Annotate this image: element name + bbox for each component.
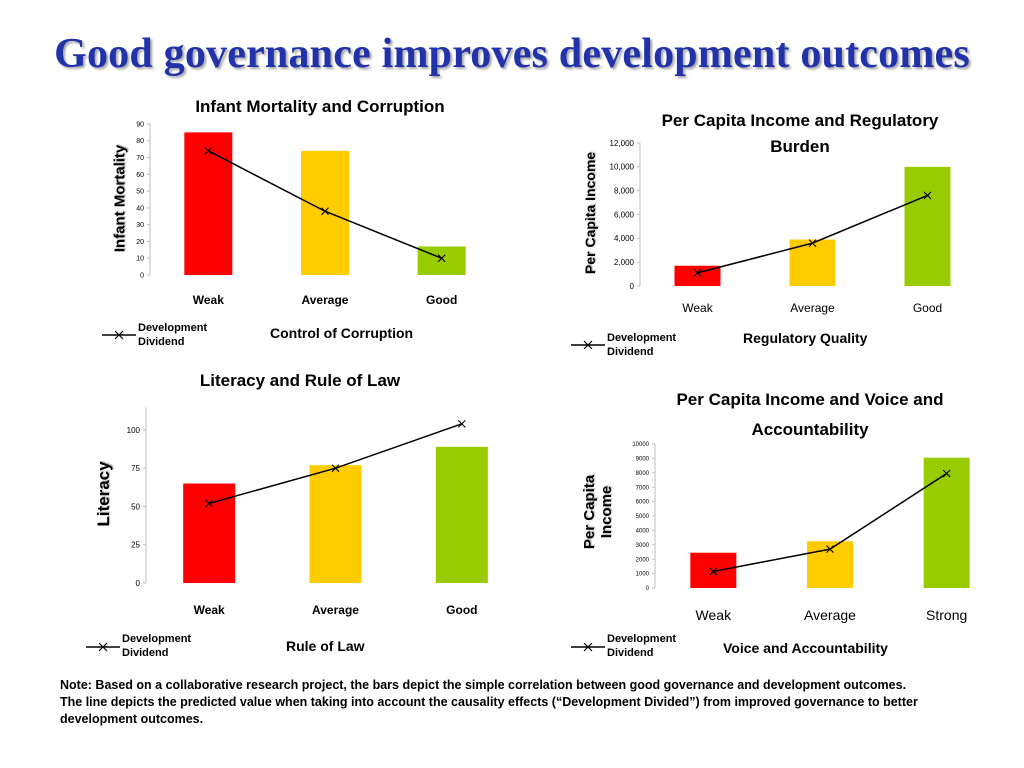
bar-strong [923,457,970,588]
x-axis-title: Regulatory Quality [743,330,868,346]
category-label: Weak [696,607,733,623]
category-label: Strong [926,607,967,623]
y-tick-label: 0 [630,282,635,291]
category-label: Weak [682,301,713,315]
legend-line-marker [86,642,120,652]
y-tick-label: 20 [136,239,144,246]
y-tick-label: 3000 [636,543,650,549]
y-tick-label: 4,000 [614,234,635,243]
bar-average [309,465,362,583]
y-tick-label: 100 [127,426,141,435]
y-tick-label: 0 [140,272,144,279]
dividend-line [697,194,928,274]
category-label: Weak [193,293,224,307]
y-tick-label: 6,000 [614,210,635,219]
bar-good [435,446,488,583]
category-label: Good [426,293,457,307]
legend-line-marker [571,340,605,350]
y-tick-label: 6000 [636,500,650,506]
dividend-point-marker [709,567,718,576]
y-axis-label: Per Capita Income [582,151,598,275]
legend-label: Development Dividend [122,633,192,659]
category-label: Good [913,301,942,315]
bar-good [904,166,951,286]
y-tick-label: 40 [136,205,144,212]
bar-weak [183,483,236,583]
page-title: Good governance improves development out… [54,31,970,77]
y-tick-label: 5000 [636,514,650,520]
y-tick-label: 10000 [632,442,649,448]
y-tick-label: 90 [136,121,144,128]
bar-average [301,150,349,275]
footnote: Note: Based on a collaborative research … [60,678,918,726]
category-label: Good [446,603,477,617]
bar-average [807,541,853,588]
bar-weak [184,132,233,275]
dividend-point-marker [808,239,817,247]
chart-title: Literacy and Rule of Law [199,371,401,390]
dividend-line [713,472,948,573]
y-tick-label: 70 [136,155,144,162]
y-tick-label: 1000 [636,572,650,578]
y-tick-label: 60 [136,172,144,179]
x-axis-title: Rule of Law [286,638,365,654]
dividend-point-marker [437,254,446,263]
bar-weak [674,265,721,286]
dividend-point-marker [204,146,213,155]
y-tick-label: 50 [136,189,144,196]
category-label: Weak [194,603,225,617]
dividend-point-marker [457,419,466,428]
y-tick-label: 7000 [636,485,650,491]
y-axis-label: Literacy [94,461,113,527]
y-tick-label: 4000 [636,529,650,535]
y-tick-label: 8000 [636,471,650,477]
dividend-point-marker [923,191,932,200]
chart-title: Per Capita Income and Voice and Accounta… [676,390,944,439]
bar-average [789,239,836,286]
y-tick-label: 0 [136,579,141,588]
chart-title: Per Capita Income and Regulatory Burden [661,111,939,156]
legend-label: Development Dividend [607,633,677,659]
category-label: Average [804,607,856,623]
x-axis-title: Voice and Accountability [723,640,888,656]
bar-good [417,246,466,275]
y-tick-label: 12,000 [610,139,635,148]
x-axis-title: Control of Corruption [270,325,414,341]
y-tick-label: 30 [136,222,144,229]
y-tick-label: 50 [131,502,140,511]
legend-label: Development Dividend [138,322,208,348]
dividend-point-marker [942,469,951,478]
y-tick-label: 10,000 [610,163,635,172]
chart-title: Infant Mortality and Corruption [195,97,445,116]
dividend-point-marker [321,207,329,216]
dividend-point-marker [205,499,214,508]
y-tick-label: 75 [131,464,140,473]
y-tick-label: 80 [136,138,144,145]
legend-line-marker [571,642,605,652]
y-axis-label: Per Capita Income [581,474,615,550]
dividend-point-marker [826,545,834,554]
legend-line-marker [102,330,136,340]
legend-label: Development Dividend [607,332,677,358]
dividend-line [208,423,463,505]
category-label: Average [312,603,359,617]
y-tick-label: 25 [131,541,140,550]
y-tick-label: 0 [646,586,650,592]
legend: Development Dividend [571,331,711,361]
legend: Development Dividend [571,632,711,662]
legend: Development Dividend [86,632,226,662]
legend: Development Dividend [102,321,242,351]
dividend-point-marker [331,464,340,473]
y-tick-label: 9000 [636,457,650,463]
y-tick-label: 2000 [636,557,650,563]
bar-weak [690,552,737,588]
dividend-line [207,150,442,259]
y-axis-label: Infant Mortality [111,144,129,253]
dividend-point-marker [693,269,702,277]
y-tick-label: 2,000 [614,258,635,267]
y-tick-label: 8,000 [614,186,635,195]
y-tick-label: 10 [136,256,144,263]
category-label: Average [790,301,835,315]
category-label: Average [302,293,349,307]
